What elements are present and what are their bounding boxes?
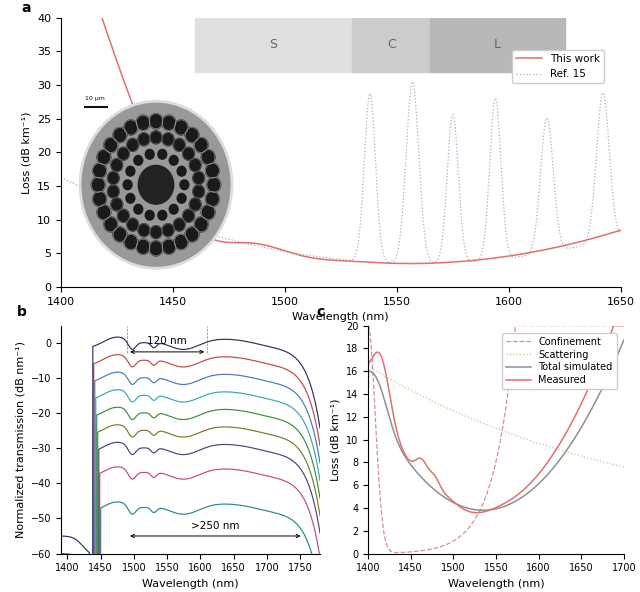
Scattering <box>380 372 388 379</box>
Confinement <box>620 322 628 329</box>
Confinement <box>520 322 527 329</box>
Legend: Confinement, Scattering, Total simulated, Measured: Confinement, Scattering, Total simulated… <box>502 333 616 390</box>
Bar <box>352 18 430 72</box>
Bar <box>195 18 352 72</box>
Line: Scattering: Scattering <box>368 365 624 467</box>
Measured <box>513 492 521 499</box>
Text: S: S <box>269 38 278 51</box>
Line: Total simulated: Total simulated <box>368 340 624 510</box>
Total simulated <box>364 367 372 374</box>
Total simulated <box>559 452 566 459</box>
Confinement <box>527 322 535 329</box>
Y-axis label: Loss (dB km⁻¹): Loss (dB km⁻¹) <box>21 111 31 194</box>
Legend: This work, Ref. 15: This work, Ref. 15 <box>512 50 604 83</box>
Text: C: C <box>387 38 396 51</box>
Confinement <box>513 322 521 329</box>
Confinement <box>364 322 372 329</box>
Total simulated <box>380 394 388 401</box>
Scattering <box>513 432 520 439</box>
Line: Measured: Measured <box>368 326 624 513</box>
Total simulated <box>520 493 527 500</box>
Text: c: c <box>317 305 325 320</box>
Total simulated <box>585 411 593 418</box>
Scattering <box>620 464 628 471</box>
Confinement <box>559 322 566 329</box>
Confinement <box>380 528 388 535</box>
Y-axis label: Normalized transmission (dB nm⁻¹): Normalized transmission (dB nm⁻¹) <box>15 341 25 538</box>
Scattering <box>364 362 372 369</box>
Measured <box>620 322 628 329</box>
Measured <box>364 361 372 368</box>
Text: >250 nm: >250 nm <box>191 521 239 530</box>
Measured <box>520 486 527 493</box>
Measured <box>610 322 618 329</box>
Total simulated <box>620 336 628 343</box>
Text: 120 nm: 120 nm <box>147 336 187 346</box>
Confinement <box>393 549 401 556</box>
Confinement <box>585 322 593 329</box>
Measured <box>473 509 481 516</box>
X-axis label: Wavelength (nm): Wavelength (nm) <box>292 313 389 323</box>
Bar <box>431 18 565 72</box>
Scattering <box>558 447 566 454</box>
Measured <box>559 436 566 443</box>
Total simulated <box>513 497 521 504</box>
Line: Confinement: Confinement <box>368 326 624 552</box>
Total simulated <box>527 487 535 494</box>
Scattering <box>584 455 592 462</box>
Scattering <box>520 435 527 442</box>
Text: b: b <box>17 305 27 320</box>
Measured <box>585 384 593 391</box>
Scattering <box>527 437 535 445</box>
X-axis label: Wavelength (nm): Wavelength (nm) <box>448 579 544 589</box>
Text: a: a <box>22 1 31 15</box>
Y-axis label: Loss (dB km⁻¹): Loss (dB km⁻¹) <box>330 398 340 481</box>
Text: L: L <box>494 38 501 51</box>
X-axis label: Wavelength (nm): Wavelength (nm) <box>142 579 239 589</box>
Measured <box>527 478 535 485</box>
Measured <box>380 361 388 368</box>
Total simulated <box>479 507 487 514</box>
